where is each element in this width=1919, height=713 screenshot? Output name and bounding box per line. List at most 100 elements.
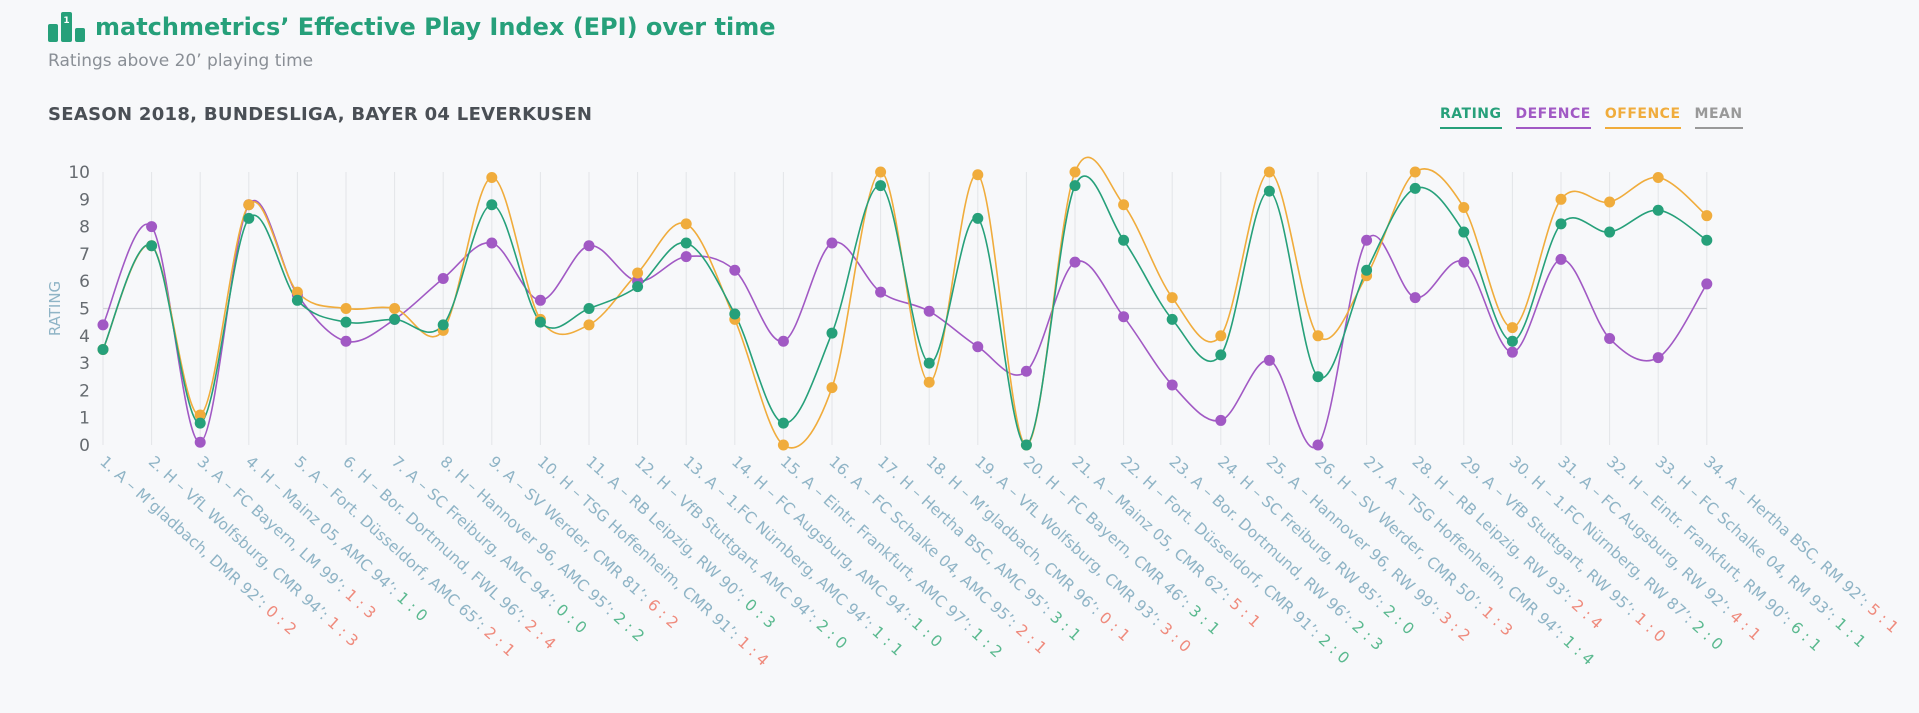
data-point-offence [1652,171,1664,183]
data-point-defence [1020,365,1032,377]
y-tick-label: 9 [79,190,90,210]
data-point-rating [729,308,741,320]
data-point-rating [194,417,206,429]
legend-mean[interactable]: MEAN [1694,106,1743,129]
data-point-rating [1409,182,1421,194]
legend-rating[interactable]: RATING [1440,106,1502,129]
data-point-offence [632,267,644,279]
data-point-rating [923,357,935,369]
data-point-offence [875,166,887,178]
data-point-rating [291,294,303,306]
y-tick-label: 6 [79,272,90,292]
data-point-rating [389,313,401,325]
data-point-offence [777,439,789,451]
data-point-defence [146,221,158,233]
data-point-offence [1166,292,1178,304]
legend-offence[interactable]: OFFENCE [1604,106,1681,129]
y-tick-label: 0 [79,436,90,456]
data-point-defence [1409,292,1421,304]
season-label: SEASON 2018, BUNDESLIGA, BAYER 04 LEVERK… [48,104,593,125]
data-point-rating [340,316,352,328]
data-point-defence [875,286,887,298]
data-point-defence [1263,354,1275,366]
data-point-offence [486,171,498,183]
x-tick-label: 15. A – Eintr. Frankfurt, AMC 97’: 1 : 2 [777,453,1006,662]
data-point-offence [1409,166,1421,178]
legend-defence[interactable]: DEFENCE [1515,106,1591,129]
data-point-rating [437,319,449,331]
data-point-rating [1604,226,1616,238]
data-point-defence [1701,278,1713,290]
data-point-rating [1458,226,1470,238]
data-point-rating [1701,234,1713,246]
legend: RATING DEFENCE OFFENCE MEAN [1440,106,1743,129]
y-tick-label: 3 [79,354,90,374]
data-point-rating [146,240,158,252]
data-point-rating [1361,264,1373,276]
data-point-rating [1506,335,1518,347]
data-point-defence [437,272,449,284]
svg-text:1: 1 [63,16,69,26]
data-point-rating [486,199,498,211]
data-point-offence [1118,199,1130,211]
data-point-defence [194,436,206,448]
data-point-rating [1069,180,1081,192]
data-point-defence [583,240,595,252]
data-point-offence [826,382,838,394]
data-point-rating [1215,349,1227,361]
data-point-offence [583,319,595,331]
data-point-offence [340,303,352,314]
data-point-rating [97,343,109,355]
data-point-defence [97,319,109,331]
data-point-rating [1263,185,1275,197]
data-point-rating [875,180,887,192]
data-point-offence [1506,322,1518,334]
data-point-offence [243,199,255,211]
data-point-offence [1312,330,1324,342]
data-point-defence [972,341,984,353]
data-point-rating [1118,234,1130,246]
data-point-defence [534,294,546,306]
data-point-rating [1652,204,1664,216]
data-point-defence [1166,379,1178,391]
data-point-defence [1118,311,1130,323]
data-point-rating [1020,439,1032,451]
title-row: 1 matchmetrics’ Effective Play Index (EP… [48,12,775,42]
data-point-offence [1215,330,1227,342]
data-point-offence [1701,210,1713,222]
data-point-offence [1263,166,1275,178]
data-point-defence [729,264,741,276]
data-point-defence [1506,346,1518,358]
data-point-defence [1312,439,1324,451]
y-tick-label: 10 [68,163,90,183]
data-point-defence [1652,352,1664,364]
data-point-rating [777,417,789,429]
data-point-defence [777,335,789,347]
data-point-rating [1312,371,1324,383]
y-tick-label: 1 [79,409,90,429]
data-point-rating [972,212,984,224]
data-point-defence [1069,256,1081,268]
y-tick-label: 8 [79,218,90,238]
data-point-defence [1361,234,1373,246]
data-point-defence [680,251,692,263]
data-point-defence [340,335,352,347]
data-point-defence [1458,256,1470,268]
data-point-rating [826,327,838,339]
data-point-rating [680,237,692,249]
y-tick-label: 2 [79,381,90,401]
y-tick-label: 4 [79,327,90,347]
y-tick-label: 7 [79,245,90,265]
x-tick-label: 3. A – FC Bayern, LM 99’: 1 : 3 [194,453,380,623]
data-point-offence [1069,166,1081,178]
data-point-defence [1604,333,1616,345]
data-point-rating [632,281,644,293]
data-point-rating [243,212,255,224]
data-point-defence [826,237,838,249]
data-point-defence [923,305,935,317]
data-point-offence [972,169,984,181]
y-tick-label: 5 [79,300,90,320]
data-point-offence [194,409,206,421]
data-point-rating [1555,218,1567,230]
